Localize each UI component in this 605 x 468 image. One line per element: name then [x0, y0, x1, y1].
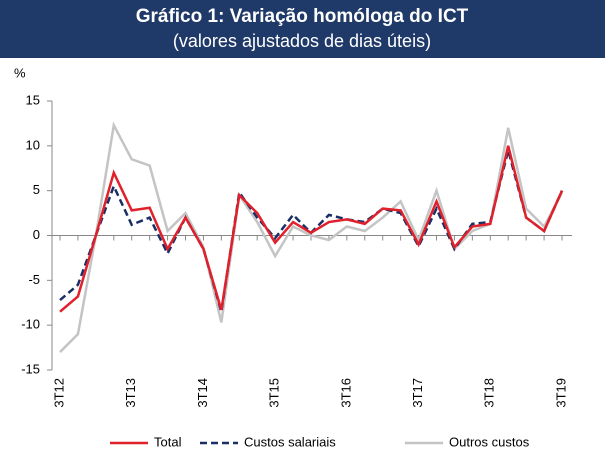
x-tick-label: 3T18	[482, 378, 497, 408]
chart-subtitle: (valores ajustados de dias úteis)	[173, 31, 431, 51]
y-tick-label: 5	[33, 182, 40, 197]
y-axis-label: %	[14, 65, 26, 80]
chart-title: Gráfico 1: Variação homóloga do ICT	[136, 6, 469, 27]
y-tick-label: -5	[28, 272, 40, 287]
x-tick-label: 3T15	[267, 378, 282, 408]
legend-label: Total	[154, 434, 182, 449]
series-line	[59, 145, 564, 313]
y-tick-label: -15	[21, 361, 40, 376]
y-tick-label: 0	[33, 227, 40, 242]
x-tick-label: 3T16	[338, 378, 353, 408]
x-tick-label: 3T13	[123, 378, 138, 408]
series-line	[59, 121, 564, 353]
x-tick-label: 3T12	[51, 378, 66, 408]
y-tick-label: 15	[26, 92, 40, 107]
title-bar	[0, 0, 605, 58]
legend-label: Custos salariais	[244, 434, 336, 449]
y-tick-label: 10	[26, 137, 40, 152]
series-line	[59, 145, 564, 313]
x-tick-label: 3T14	[195, 378, 210, 408]
x-tick-label: 3T17	[410, 378, 425, 408]
x-tick-label: 3T19	[553, 378, 568, 408]
legend-label: Outros custos	[449, 434, 530, 449]
y-tick-label: -10	[21, 317, 40, 332]
